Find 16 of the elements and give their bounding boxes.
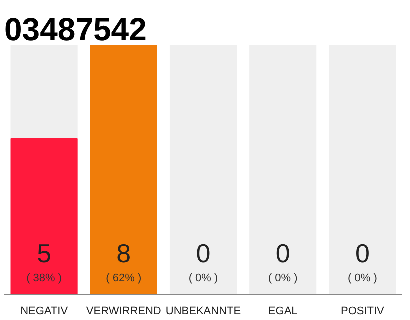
data-label: 0 [276,238,290,268]
data-label: 0 [355,238,370,268]
annotation: ( 0% ) [268,272,298,284]
x-tick-label: NEGATIV [20,306,69,318]
x-tick-label: VERWIRREND [86,306,162,318]
x-tick-label: EGAL [268,306,298,318]
chart-title: 03487542 [4,12,147,48]
x-tick-label: POSITIV [341,306,386,318]
x-tick-label: UNBEKANNTE [166,306,242,318]
data-label: 8 [116,238,132,268]
data-label: 0 [196,238,211,268]
annotation: ( 62% ) [106,272,142,284]
data-label: 5 [37,238,52,268]
annotation: ( 0% ) [348,272,378,284]
annotation: ( 38% ) [26,272,62,284]
annotation: ( 0% ) [188,272,218,284]
